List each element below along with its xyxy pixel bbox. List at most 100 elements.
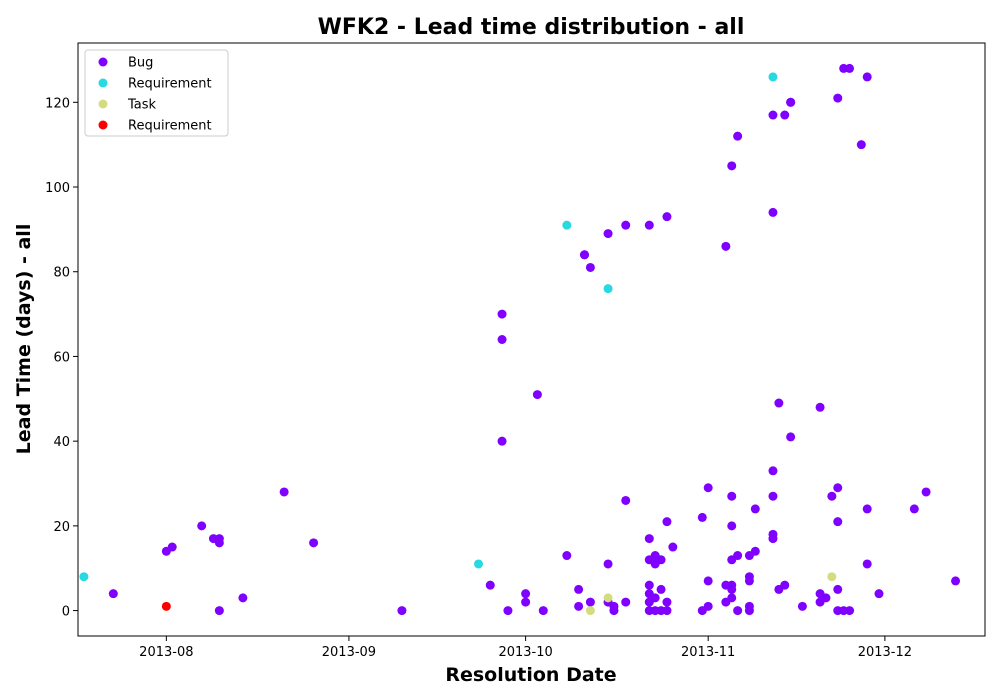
data-point [662,517,672,527]
data-point [733,551,743,561]
data-point [603,229,613,239]
data-point [279,487,289,497]
data-point [485,580,495,590]
data-point [703,601,713,611]
legend-marker [98,99,108,109]
data-point [621,495,631,505]
data-point [214,606,224,616]
data-point [532,390,542,400]
y-tick-label: 120 [45,96,70,111]
data-point [697,512,707,522]
data-point [580,250,590,260]
data-point [662,212,672,222]
x-tick-label: 2013-08 [139,645,193,660]
data-point [951,576,961,586]
y-axis-label: Lead Time (days) - all [13,224,35,455]
data-point [585,606,595,616]
data-point [833,584,843,594]
data-point [562,220,572,230]
data-point [862,559,872,569]
data-point [644,580,654,590]
y-tick-label: 40 [53,435,70,450]
data-point [768,466,778,476]
data-point [197,521,207,531]
data-point [703,576,713,586]
data-point [815,402,825,412]
legend-label: Task [127,98,157,113]
data-point [644,220,654,230]
y-tick-label: 100 [45,181,70,196]
data-point [797,601,807,611]
data-point [909,504,919,514]
data-point [574,601,584,611]
data-point [874,589,884,599]
data-point [768,491,778,501]
x-tick-label: 2013-11 [681,645,735,660]
data-point [621,220,631,230]
data-point [821,593,831,603]
legend-box [84,49,229,137]
data-point [79,572,89,582]
data-point [768,110,778,120]
data-point [786,432,796,442]
data-point [497,309,507,319]
legend-label: Requirement [128,77,212,92]
data-point [656,555,666,565]
legend-label: Requirement [128,119,212,134]
data-point [214,538,224,548]
data-point [833,93,843,103]
data-point [733,606,743,616]
data-point [833,517,843,527]
data-point [721,241,731,251]
legend-marker [98,57,108,67]
data-point [562,551,572,561]
data-point [585,597,595,607]
data-point [603,284,613,294]
y-tick-label: 60 [53,350,70,365]
data-point [662,606,672,616]
data-point [167,542,177,552]
data-point [780,580,790,590]
data-point [727,584,737,594]
data-point [662,597,672,607]
data-point [768,207,778,217]
data-point [108,589,118,599]
data-point [768,534,778,544]
data-point [397,606,407,616]
data-point [309,538,319,548]
data-point [744,606,754,616]
data-point [703,483,713,493]
data-point [668,542,678,552]
data-point [603,593,613,603]
data-point [727,593,737,603]
data-point [827,491,837,501]
data-point [827,572,837,582]
data-point [833,483,843,493]
data-points [79,63,961,616]
legend-marker [98,120,108,130]
data-point [856,140,866,150]
legend-label: Bug [128,56,153,71]
data-point [733,131,743,141]
plot-area [77,42,986,637]
data-point [727,521,737,531]
data-point [744,576,754,586]
data-point [921,487,931,497]
chart-title: WFK2 - Lead time distribution - all [318,15,745,40]
data-point [497,335,507,344]
data-point [750,546,760,556]
data-point [845,63,855,73]
data-point [774,398,784,408]
data-point [845,606,855,616]
data-point [521,597,531,607]
y-tick-label: 80 [53,266,70,281]
data-point [538,606,548,616]
y-tick-label: 0 [62,605,70,620]
data-point [727,491,737,501]
data-point [862,504,872,514]
data-point [585,262,595,272]
data-point [621,597,631,607]
x-tick-label: 2013-12 [858,645,912,660]
y-tick-label: 20 [53,520,70,535]
